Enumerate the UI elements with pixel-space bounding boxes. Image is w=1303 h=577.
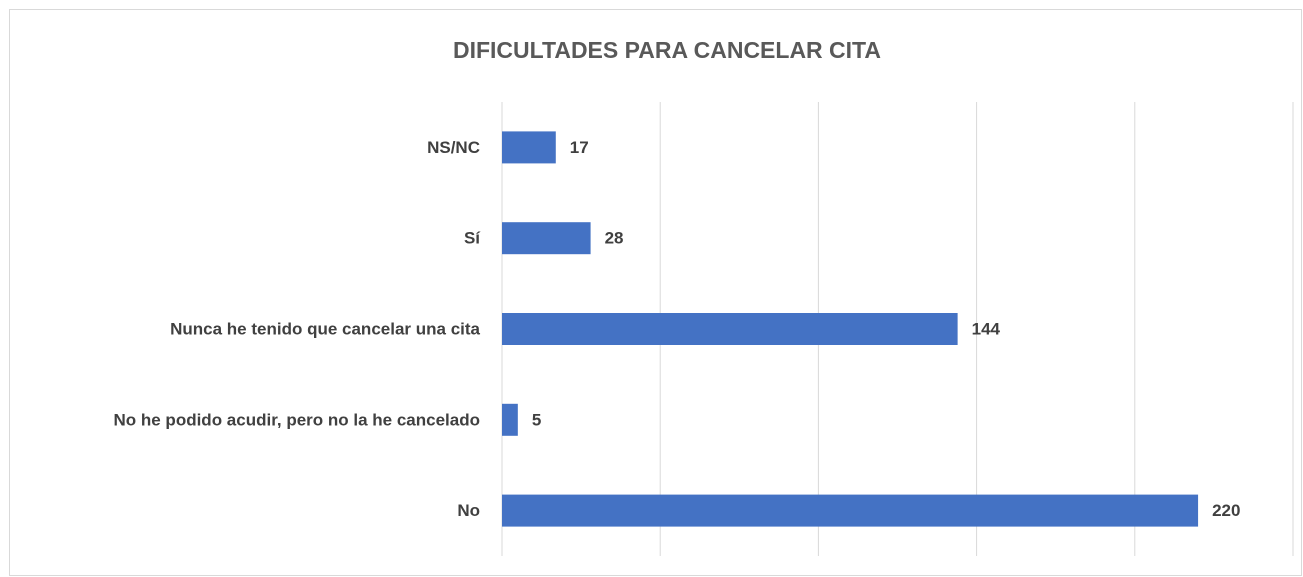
bar: [502, 494, 1199, 527]
y-tick-label: Sí: [464, 229, 481, 248]
data-label: 144: [972, 319, 1001, 338]
chart-frame: [9, 9, 1302, 576]
bar: [502, 131, 556, 164]
y-tick-label: NS/NC: [427, 138, 480, 157]
chart-title: DIFICULTADES PARA CANCELAR CITA: [453, 37, 881, 63]
bar: [502, 313, 958, 345]
y-tick-label: No he podido acudir, pero no la he cance…: [113, 410, 480, 429]
bar: [502, 222, 591, 255]
data-label: 5: [532, 410, 541, 429]
data-label: 28: [605, 229, 624, 248]
data-label: 17: [570, 138, 589, 157]
data-label: 220: [1212, 501, 1240, 520]
bar: [502, 403, 518, 436]
y-tick-label: No: [457, 501, 480, 520]
y-tick-label: Nunca he tenido que cancelar una cita: [170, 319, 480, 338]
